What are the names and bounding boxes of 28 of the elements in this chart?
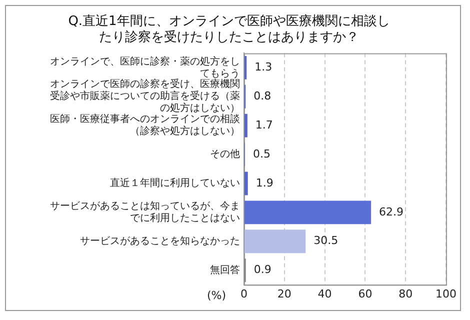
x-tick-label: 0: [240, 287, 248, 300]
x-tick-label: 40: [318, 287, 332, 300]
data-label: 0.9: [254, 263, 272, 276]
x-tick-label: 20: [277, 287, 292, 300]
y-tick-label: 無回答: [210, 264, 240, 276]
y-tick-label: オンラインで、医師に診察・薬の処方をしてもらう: [50, 55, 240, 80]
y-tick-label: 直近１年間に利用していない: [110, 177, 240, 190]
data-label: 0.5: [253, 147, 271, 160]
data-label: 62.9: [379, 205, 404, 218]
data-label: 30.5: [314, 234, 338, 248]
data-label: 1.7: [255, 118, 273, 132]
data-label: 1.3: [254, 60, 272, 74]
x-tick-label: 60: [358, 287, 372, 300]
y-tick-label: サービスがあることを知らなかった: [80, 234, 240, 247]
data-label: 0.8: [254, 89, 272, 102]
bar: [244, 200, 372, 224]
bar: [244, 114, 248, 138]
y-tick-label: サービスがあることは知っているが、今までに利用したことはない: [50, 200, 240, 224]
data-label: 1.9: [256, 176, 274, 190]
y-tick-label: オンラインで医師の診察を受け、医療機関受診や市販薬についての助言を受ける（薬の処方はしない）: [50, 78, 240, 114]
chart-title: Q.直近1年間に、オンラインで医師や医療機関に相談したり診察を受けたりしたことはありますか？: [68, 14, 390, 45]
x-tick-label: 80: [398, 287, 413, 300]
x-tick-label: 100: [436, 287, 456, 300]
x-axis-title: (%): [206, 288, 226, 302]
y-tick-label: その他: [210, 148, 240, 160]
bar: [244, 230, 306, 254]
y-tick-label: 医師・医療従事者へのオンラインでの相談（診察や処方はしない）: [50, 113, 240, 138]
bar: [244, 172, 248, 196]
